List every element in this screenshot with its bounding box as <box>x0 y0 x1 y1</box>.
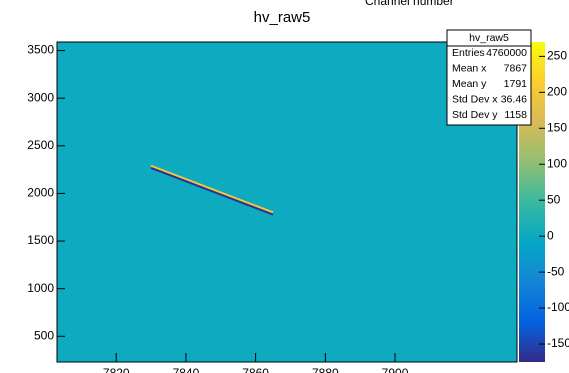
plot-frame <box>56 41 518 363</box>
x-tick-label: 7820 <box>103 366 130 373</box>
x-tick-label: 7860 <box>242 366 269 373</box>
heatmap-cells <box>150 164 274 214</box>
z-tick-label: 50 <box>547 192 561 206</box>
y-tick-label: 3000 <box>27 90 54 104</box>
z-tick-label: -50 <box>547 264 565 278</box>
x-tick-label: 7840 <box>173 366 200 373</box>
z-tick-label: 250 <box>547 49 567 63</box>
y-tick-label: 500 <box>34 328 54 342</box>
z-tick-label: 150 <box>547 120 567 134</box>
stats-value: 7867 <box>504 62 528 74</box>
stats-label: Entries <box>452 47 485 59</box>
stats-value: 4760000 <box>486 47 527 59</box>
stats-value: 1791 <box>504 78 528 90</box>
y-tick-label: 2000 <box>27 186 54 200</box>
stats-title: hv_raw5 <box>469 32 509 44</box>
heatmap-cells <box>150 166 274 216</box>
y-tick-label: 1000 <box>27 281 54 295</box>
axis-title: Channel number <box>365 0 454 8</box>
stats-label: Mean y <box>452 78 487 90</box>
chart-title: hv_raw5 <box>254 9 311 26</box>
heatmap-background <box>57 42 517 362</box>
stats-label: Std Dev y <box>452 109 498 121</box>
z-tick-label: -100 <box>547 300 569 314</box>
x-tick-label: 7900 <box>382 366 409 373</box>
z-tick-label: 200 <box>547 85 567 99</box>
y-tick-label: 1500 <box>27 233 54 247</box>
stats-value: 36.46 <box>501 93 527 105</box>
z-tick-label: 100 <box>547 156 567 170</box>
z-tick-label: -150 <box>547 336 569 350</box>
stats-label: Std Dev x <box>452 93 498 105</box>
stats-value: 1158 <box>504 109 527 121</box>
x-tick-label: 7880 <box>312 366 339 373</box>
z-tick-label: 0 <box>547 228 554 242</box>
y-tick-label: 2500 <box>27 138 54 152</box>
plot-area <box>57 42 517 362</box>
y-tick-label: 3500 <box>27 43 54 57</box>
stats-label: Mean x <box>452 62 487 74</box>
